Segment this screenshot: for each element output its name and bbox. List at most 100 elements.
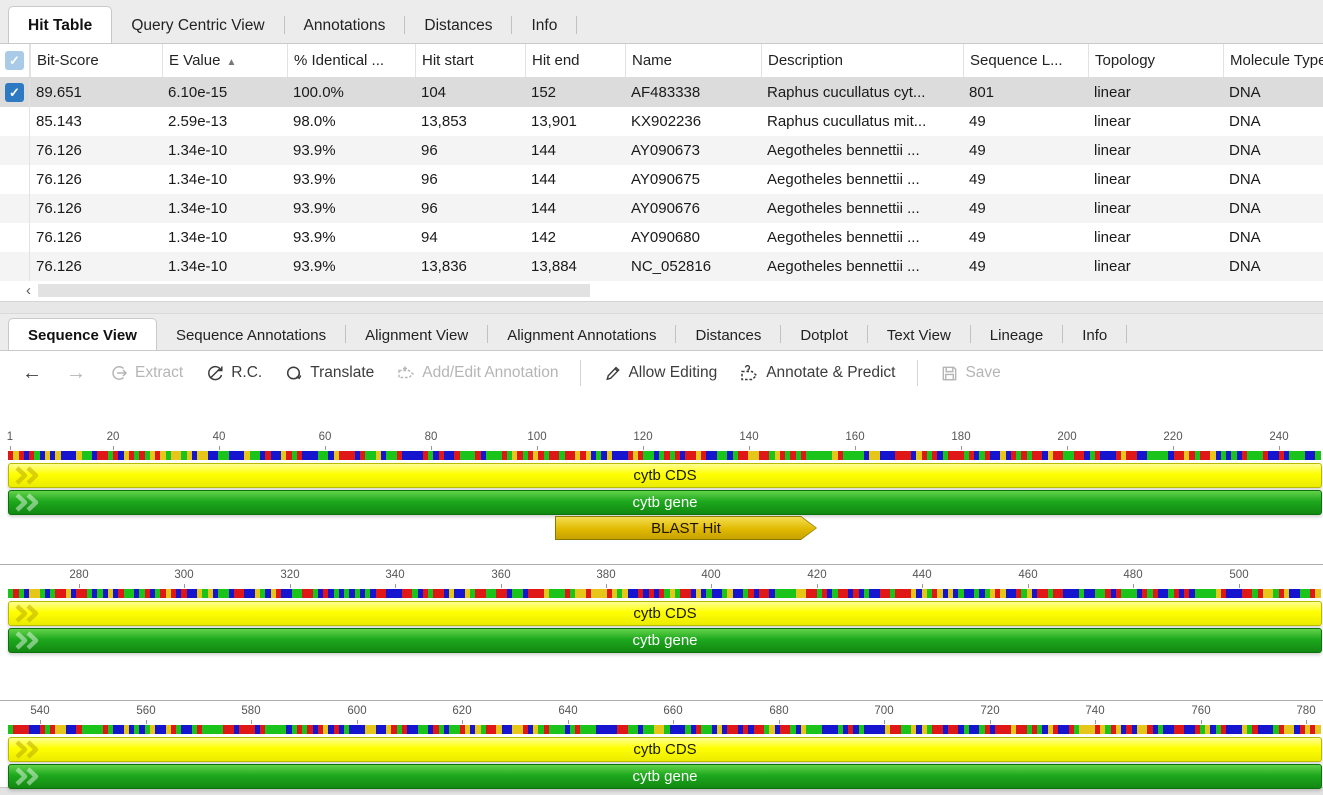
column-header-hit-start[interactable]: Hit start <box>415 44 525 77</box>
ruler-label: 720 <box>980 705 1000 717</box>
allow-editing-button[interactable]: Allow Editing <box>596 360 724 387</box>
cell-hit-start: 104 <box>421 84 447 101</box>
ruler-label: 340 <box>385 569 405 581</box>
ruler-label: 660 <box>663 705 683 717</box>
blast-hit-arrow-fill <box>556 517 816 539</box>
extract-button: Extract <box>102 359 190 387</box>
sequence-view-tabbar: Sequence View Sequence Annotations Alignme… <box>0 314 1323 351</box>
back-button[interactable]: ← <box>22 361 42 384</box>
tab-divider <box>404 16 406 34</box>
scroll-left-arrow[interactable]: ‹ <box>26 282 31 299</box>
column-header-select[interactable]: ✓ <box>0 44 30 77</box>
table-row[interactable]: 76.126 1.34e-10 93.9% 96 144 AY090676 Aegothel… <box>0 194 1323 223</box>
column-header-molecule-type[interactable]: Molecule Type <box>1223 44 1323 77</box>
column-header-description[interactable]: Description <box>761 44 963 77</box>
cell-hit-start: 96 <box>421 142 438 159</box>
cell-hit-start: 96 <box>421 200 438 217</box>
save-label: Save <box>965 364 1001 381</box>
panel-divider[interactable] <box>0 301 1323 314</box>
tab-info[interactable]: Info <box>531 17 558 34</box>
cell-evalue: 1.34e-10 <box>168 200 228 217</box>
tab-query-centric-view[interactable]: Query Centric View <box>131 17 265 34</box>
view-tab-alignment-view[interactable]: Alignment View <box>365 326 469 344</box>
column-header-topology[interactable]: Topology <box>1088 44 1223 77</box>
view-tab-dotplot[interactable]: Dotplot <box>800 326 848 344</box>
column-header-label: E Value <box>169 52 221 69</box>
table-row[interactable]: 76.126 1.34e-10 93.9% 94 142 AY090680 Aegothel… <box>0 223 1323 252</box>
ruler-tick <box>1095 720 1096 724</box>
cds-annotation-bar[interactable]: cytb CDS <box>8 601 1322 626</box>
view-tab-sequence-annotations[interactable]: Sequence Annotations <box>175 326 327 344</box>
hit-table-hscrollbar[interactable]: ‹ <box>0 281 1323 301</box>
cell-hit-end: 152 <box>531 84 557 101</box>
sequence-ruler: 1 20 40 60 80 100 120 140 160 180 200 220 240 <box>0 431 1323 451</box>
sequence-view: 1 20 40 60 80 100 120 140 160 180 200 220 240 cytb CD… <box>0 395 1323 795</box>
row-select-cell[interactable] <box>0 223 30 252</box>
view-tab-distances[interactable]: Distances <box>695 326 762 344</box>
hscrollbar-thumb[interactable] <box>38 284 590 297</box>
sequence-bases-strip[interactable] <box>8 725 1322 734</box>
cell-bitscore: 76.126 <box>36 171 82 188</box>
tab-divider <box>283 16 285 34</box>
tab-hit-table[interactable]: Hit Table <box>8 6 113 43</box>
cds-annotation-bar[interactable]: cytb CDS <box>8 463 1322 488</box>
gene-annotation-bar[interactable]: cytb gene <box>8 764 1322 789</box>
row-select-cell[interactable]: ✓ <box>0 78 30 107</box>
ruler-label: 580 <box>241 705 261 717</box>
cell-molecule-type: DNA <box>1229 258 1261 275</box>
column-header-label: Description <box>768 52 844 69</box>
sequence-bases-strip[interactable] <box>8 451 1322 460</box>
view-tab-lineage[interactable]: Lineage <box>989 326 1044 344</box>
forward-button: → <box>66 361 86 384</box>
ruler-label: 60 <box>318 431 332 443</box>
ruler-tick <box>325 446 326 450</box>
extract-label: Extract <box>135 364 184 381</box>
column-header-bitscore[interactable]: Bit-Score <box>30 44 162 77</box>
cell-description: Aegotheles bennettii ... <box>767 200 920 217</box>
select-all-checkbox[interactable]: ✓ <box>5 51 24 70</box>
sequence-ruler: 540 560 580 600 620 640 660 680 700 720 740 760 780 <box>0 705 1323 725</box>
view-tab-text-view[interactable]: Text View <box>886 326 951 344</box>
blast-hit-annotation-arrow[interactable]: BLAST Hit <box>555 516 817 540</box>
row-select-cell[interactable] <box>0 136 30 165</box>
ruler-tick <box>251 720 252 724</box>
sequence-bases-strip[interactable] <box>8 589 1322 598</box>
table-row[interactable]: 76.126 1.34e-10 93.9% 96 144 AY090673 Aegothel… <box>0 136 1323 165</box>
column-header-sequence-length[interactable]: Sequence L... <box>963 44 1088 77</box>
cell-topology: linear <box>1094 258 1131 275</box>
column-header-pct-identical[interactable]: % Identical ... <box>287 44 415 77</box>
annotate-predict-button[interactable]: Annotate & Predict <box>732 359 902 387</box>
column-header-name[interactable]: Name <box>625 44 761 77</box>
ruler-label: 440 <box>912 569 932 581</box>
ruler-label: 140 <box>739 431 759 443</box>
table-row[interactable]: ✓ 89.651 6.10e-15 100.0% 104 152 AF483338 Raphu… <box>0 78 1323 107</box>
table-row[interactable]: 85.143 2.59e-13 98.0% 13,853 13,901 KX902236 R… <box>0 107 1323 136</box>
tab-distances[interactable]: Distances <box>424 17 493 34</box>
translate-button[interactable]: Translate <box>277 359 381 387</box>
ruler-label: 560 <box>136 705 156 717</box>
view-tab-sequence-view[interactable]: Sequence View <box>8 318 157 350</box>
gene-annotation-bar[interactable]: cytb gene <box>8 490 1322 515</box>
row-select-cell[interactable] <box>0 165 30 194</box>
cds-annotation-bar[interactable]: cytb CDS <box>8 737 1322 762</box>
ruler-label: 780 <box>1296 705 1316 717</box>
ruler-label: 620 <box>452 705 472 717</box>
view-tab-alignment-annotations[interactable]: Alignment Annotations <box>507 326 657 344</box>
reverse-complement-button[interactable]: R.C. <box>198 359 269 387</box>
gene-annotation-bar[interactable]: cytb gene <box>8 628 1322 653</box>
row-select-cell[interactable] <box>0 252 30 281</box>
ruler-tick <box>79 584 80 588</box>
row-select-cell[interactable] <box>0 107 30 136</box>
add-annotation-icon <box>398 366 415 379</box>
table-row[interactable]: 76.126 1.34e-10 93.9% 96 144 AY090675 Aegothel… <box>0 165 1323 194</box>
row-checkbox[interactable]: ✓ <box>5 83 24 102</box>
column-header-evalue[interactable]: E Value ▲ <box>162 44 287 77</box>
view-tab-info[interactable]: Info <box>1082 326 1108 344</box>
table-row[interactable]: 76.126 1.34e-10 93.9% 13,836 13,884 NC_052816… <box>0 252 1323 281</box>
column-header-hit-end[interactable]: Hit end <box>525 44 625 77</box>
cell-bitscore: 76.126 <box>36 200 82 217</box>
cell-pct-identical: 98.0% <box>293 113 336 130</box>
tab-annotations[interactable]: Annotations <box>303 17 386 34</box>
row-select-cell[interactable] <box>0 194 30 223</box>
